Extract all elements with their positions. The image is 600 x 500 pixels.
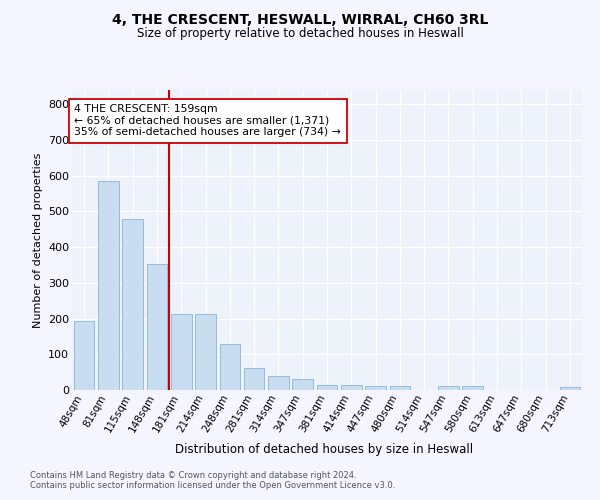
Bar <box>195 314 216 390</box>
Bar <box>244 368 265 390</box>
Bar <box>438 386 459 390</box>
Bar <box>268 376 289 390</box>
Text: Size of property relative to detached houses in Heswall: Size of property relative to detached ho… <box>137 28 463 40</box>
Bar <box>341 384 362 390</box>
Text: Distribution of detached houses by size in Heswall: Distribution of detached houses by size … <box>175 442 473 456</box>
Bar <box>98 181 119 390</box>
Bar <box>389 386 410 390</box>
Bar <box>74 321 94 390</box>
Y-axis label: Number of detached properties: Number of detached properties <box>32 152 43 328</box>
Bar <box>560 387 580 390</box>
Bar <box>171 314 191 390</box>
Bar <box>292 378 313 390</box>
Bar <box>220 344 240 390</box>
Text: 4 THE CRESCENT: 159sqm
← 65% of detached houses are smaller (1,371)
35% of semi-: 4 THE CRESCENT: 159sqm ← 65% of detached… <box>74 104 341 138</box>
Bar <box>146 264 167 390</box>
Bar <box>122 218 143 390</box>
Text: Contains HM Land Registry data © Crown copyright and database right 2024.: Contains HM Land Registry data © Crown c… <box>30 471 356 480</box>
Bar <box>317 384 337 390</box>
Bar <box>463 386 483 390</box>
Text: Contains public sector information licensed under the Open Government Licence v3: Contains public sector information licen… <box>30 481 395 490</box>
Bar <box>365 386 386 390</box>
Text: 4, THE CRESCENT, HESWALL, WIRRAL, CH60 3RL: 4, THE CRESCENT, HESWALL, WIRRAL, CH60 3… <box>112 12 488 26</box>
